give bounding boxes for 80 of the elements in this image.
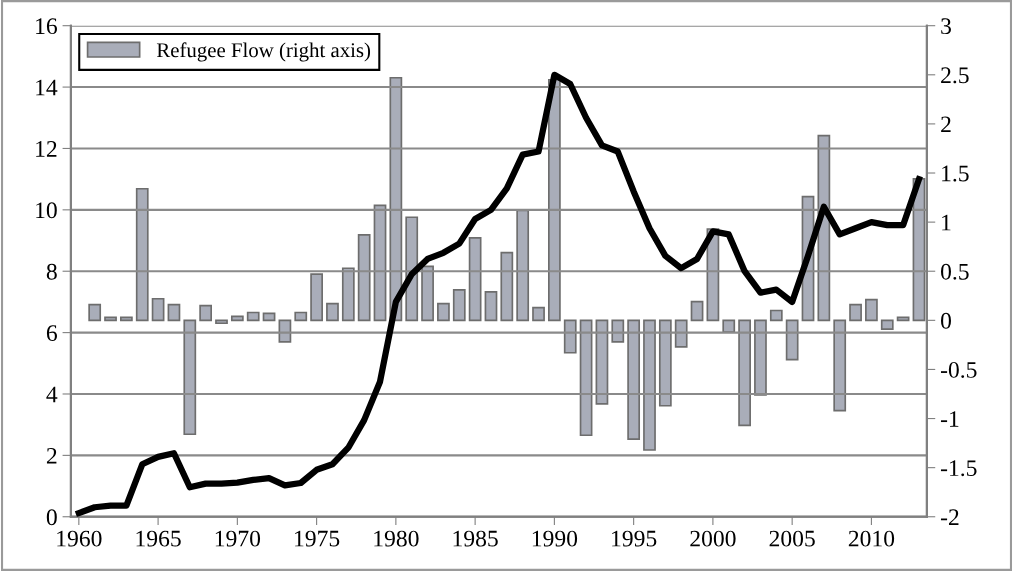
bar [262, 312, 276, 322]
bar [135, 187, 149, 322]
y2-tick-label: 1.5 [942, 165, 969, 182]
x-tick-label: 2005 [769, 530, 815, 547]
x-tick-label: 2010 [848, 530, 895, 547]
bar [611, 319, 625, 343]
y-tick-label: 14 [36, 79, 58, 96]
y-tick-label: 6 [46, 325, 58, 342]
bar [215, 319, 228, 325]
bar [437, 302, 450, 322]
legend-label: Refugee Flow (right axis) [156, 42, 371, 62]
y2-tick-label: 1 [942, 214, 951, 231]
bar [785, 319, 799, 361]
bar [547, 78, 561, 322]
bar [833, 319, 847, 412]
bar [865, 298, 878, 322]
bar [373, 204, 387, 322]
bar [421, 265, 434, 322]
bar [754, 319, 767, 396]
bar [817, 134, 831, 322]
y2-tick-label: 2 [941, 116, 951, 133]
bar [357, 234, 371, 322]
y2-tick-label: 0 [940, 312, 951, 329]
x-tick-label: 1975 [295, 530, 340, 547]
bar [104, 316, 117, 322]
bar [532, 306, 545, 322]
y2-tick-label: -2 [940, 509, 959, 525]
x-tick-label: 2000 [690, 530, 736, 547]
x-tick-label: 1985 [453, 530, 498, 547]
bar [690, 300, 704, 322]
bar [199, 304, 213, 322]
bar [627, 319, 641, 441]
bar [595, 319, 609, 405]
bar [658, 319, 672, 407]
bar [468, 236, 482, 322]
x-tick-label: 1965 [136, 530, 181, 547]
bar [452, 289, 466, 322]
bar [516, 209, 530, 322]
x-tick-label: 1960 [57, 530, 102, 547]
y-tick-label: 10 [36, 202, 57, 219]
bar [120, 316, 133, 322]
bar [769, 309, 783, 322]
bar [183, 319, 197, 436]
x-tick-label: 1995 [612, 530, 657, 547]
y-tick-label: 2 [46, 447, 57, 464]
y-tick-label: 12 [36, 141, 57, 157]
bar [167, 303, 181, 322]
bar [579, 319, 593, 437]
bar [563, 319, 577, 354]
y-tick-label: 16 [36, 18, 58, 35]
bar [643, 319, 656, 451]
bar [389, 76, 403, 322]
y-tick-label: 0 [46, 509, 57, 526]
y2-tick-label: -1 [940, 411, 959, 427]
bar [722, 319, 736, 333]
bar [674, 319, 688, 348]
x-tick-label: 1980 [374, 530, 419, 547]
x-tick-label: 1970 [215, 530, 261, 547]
bar [246, 311, 260, 322]
bar [278, 319, 292, 343]
y-tick-label: 4 [46, 386, 58, 403]
bar [484, 291, 498, 322]
bar [500, 251, 514, 322]
y2-tick-label: 3 [941, 18, 951, 35]
bar [326, 302, 339, 322]
bar [880, 319, 894, 331]
y2-tick-label: -1.5 [940, 460, 977, 477]
bar [230, 315, 244, 322]
bar [294, 311, 308, 322]
y2-tick-label: -0.5 [940, 361, 977, 378]
bar [738, 319, 751, 427]
bar [849, 303, 862, 322]
bar [151, 297, 165, 322]
bar [88, 303, 102, 322]
bar [341, 267, 355, 322]
y2-tick-label: 0.5 [940, 263, 969, 280]
bar [310, 273, 323, 322]
y-tick-label: 8 [46, 263, 57, 280]
x-tick-label: 1990 [532, 530, 578, 547]
y2-tick-label: 2.5 [941, 67, 969, 84]
